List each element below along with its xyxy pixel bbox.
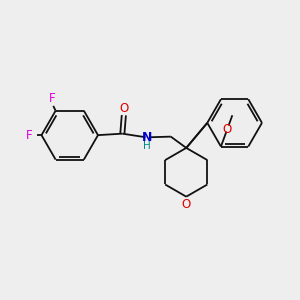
Text: O: O: [119, 102, 128, 115]
Text: N: N: [142, 131, 152, 144]
Text: F: F: [26, 129, 32, 142]
Text: F: F: [49, 92, 56, 105]
Text: O: O: [223, 123, 232, 136]
Text: O: O: [182, 198, 191, 211]
Text: H: H: [143, 141, 151, 151]
